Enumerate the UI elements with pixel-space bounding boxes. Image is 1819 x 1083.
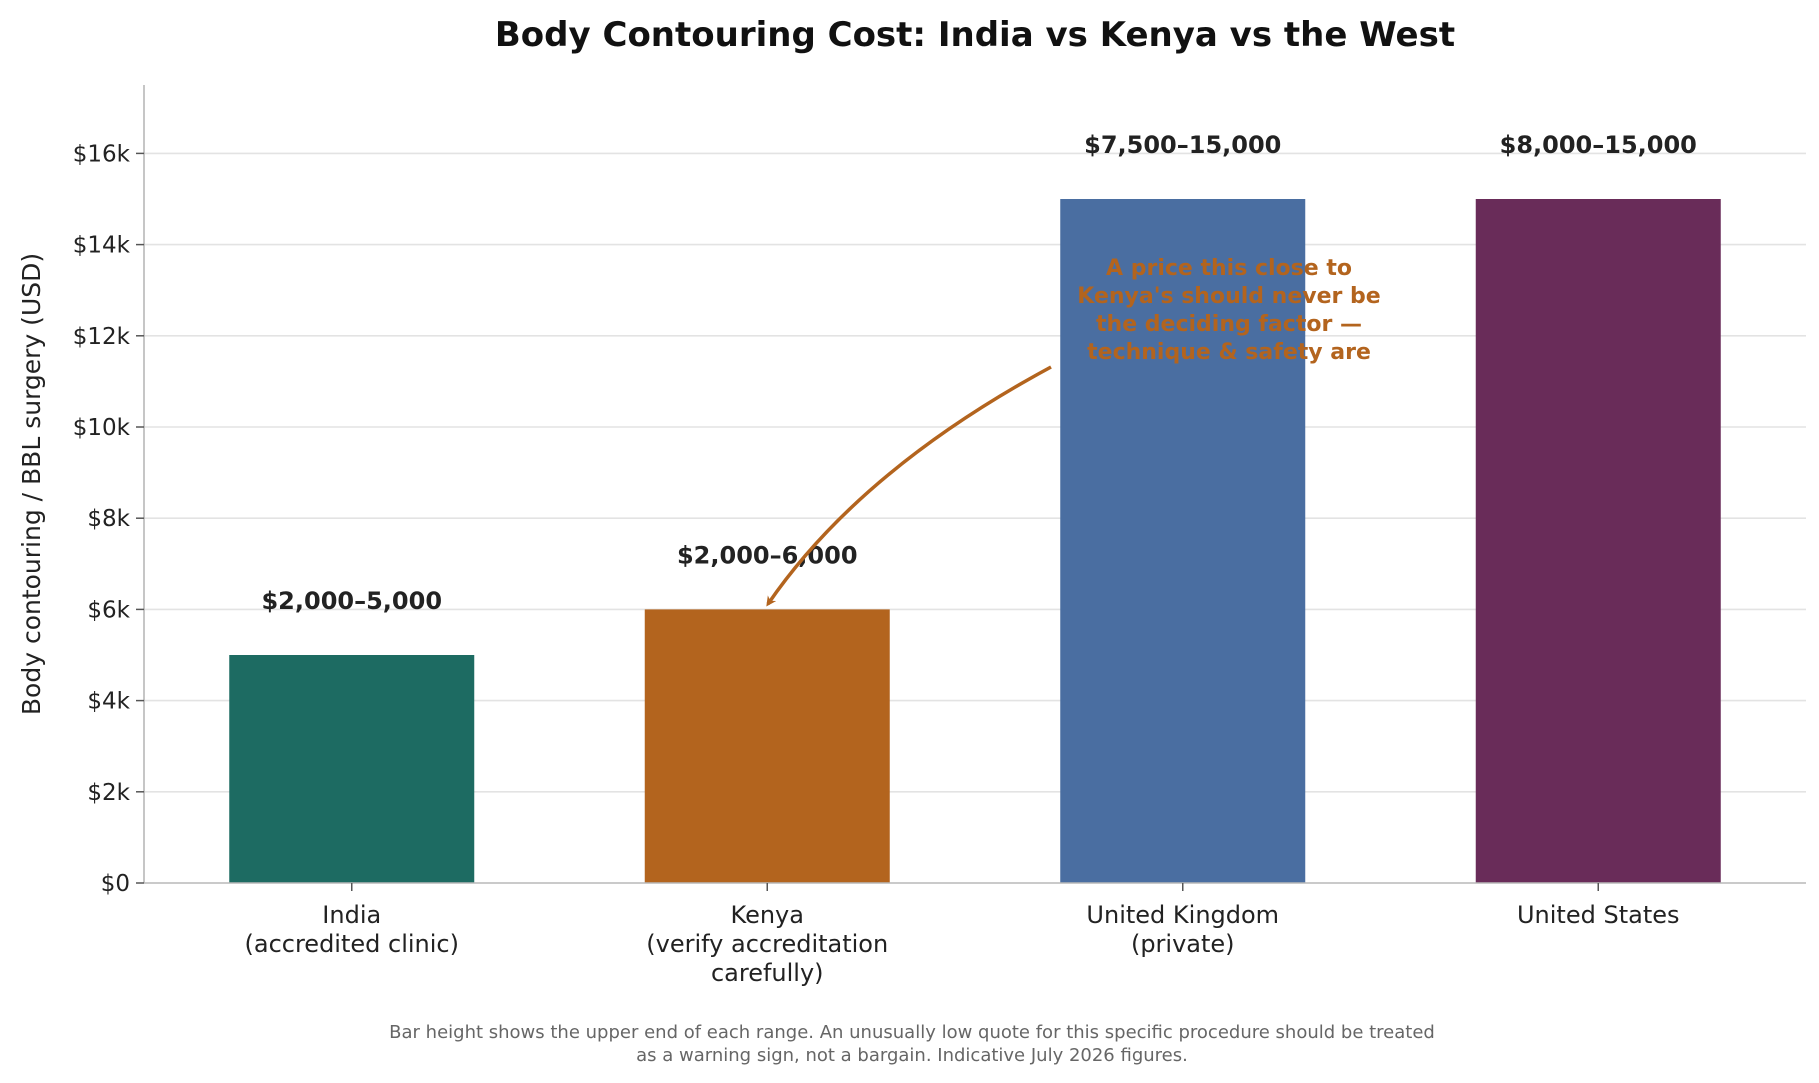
annotation: A price this close to Kenya's should neve… xyxy=(766,256,1381,607)
x-tick-label: United States xyxy=(1517,901,1680,929)
y-tick-label: $8k xyxy=(87,506,130,532)
bar xyxy=(229,655,475,883)
y-tick-label: $2k xyxy=(87,780,130,806)
footnote: Bar height shows the upper end of each r… xyxy=(389,1022,1435,1066)
y-ticks: $0 $2k $4k $6k $8k $10k $12k $14k $16k xyxy=(73,141,144,897)
bar xyxy=(1060,199,1306,883)
x-tick-label: United Kingdom (private) xyxy=(1086,901,1279,958)
chart-title: Body Contouring Cost: India vs Kenya vs … xyxy=(495,15,1455,55)
bar-value-label: $7,500–15,000 xyxy=(1084,131,1281,159)
y-tick-label: $14k xyxy=(73,233,131,259)
x-ticks: India (accredited clinic) Kenya (verify acc… xyxy=(245,883,1680,987)
annotation-arrow xyxy=(766,365,1052,607)
data-labels: $2,000–5,000 $2,000–6,000 $7,500–15,000 $8,… xyxy=(261,131,1696,615)
bar xyxy=(644,609,890,883)
y-tick-label: $12k xyxy=(73,324,131,350)
y-tick-label: $10k xyxy=(73,415,131,441)
bar-value-label: $2,000–5,000 xyxy=(261,587,442,615)
x-tick-label: India (accredited clinic) xyxy=(245,901,459,958)
bar-value-label: $8,000–15,000 xyxy=(1500,131,1697,159)
annotation-text: A price this close to Kenya's should neve… xyxy=(1077,256,1380,365)
bars xyxy=(229,199,1721,883)
y-tick-label: $6k xyxy=(87,597,130,623)
y-axis-label: Body contouring / BBL surgery (USD) xyxy=(17,253,46,715)
y-tick-label: $0 xyxy=(101,871,130,897)
bar-value-label: $2,000–6,000 xyxy=(677,541,858,569)
x-tick-label: Kenya (verify accreditation carefully) xyxy=(646,901,888,987)
y-tick-label: $4k xyxy=(87,689,130,715)
y-tick-label: $16k xyxy=(73,141,131,167)
axes xyxy=(143,85,1806,884)
bar xyxy=(1475,199,1721,883)
